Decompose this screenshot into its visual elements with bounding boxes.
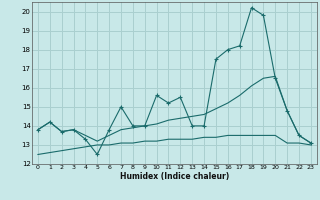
X-axis label: Humidex (Indice chaleur): Humidex (Indice chaleur) (120, 172, 229, 181)
